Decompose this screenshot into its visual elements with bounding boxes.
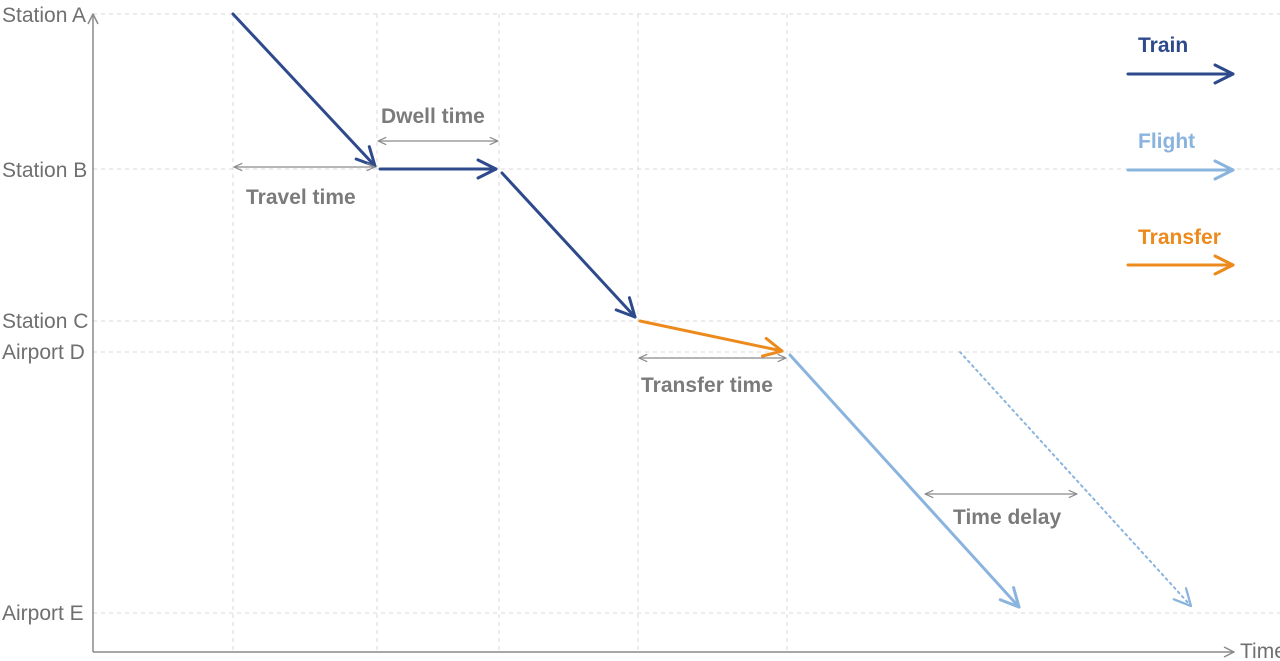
label-station-a: Station A [2, 4, 86, 27]
transfer-time-label: Transfer time [641, 374, 773, 397]
dwell-time-label: Dwell time [381, 105, 485, 128]
x-axis-label: Time [1240, 640, 1280, 661]
train-segment-b-c [500, 171, 637, 319]
train-path [231, 12, 637, 319]
transfer-segment-c-d [638, 319, 784, 358]
train-segment-a-b [231, 12, 377, 168]
legend-transfer-label: Transfer [1138, 226, 1221, 249]
time-delay-label: Time delay [953, 506, 1061, 529]
label-airport-d: Airport D [2, 341, 85, 364]
label-station-b: Station B [2, 159, 87, 182]
label-airport-e: Airport E [2, 602, 84, 625]
flight-segment-delayed [959, 351, 1193, 608]
label-station-c: Station C [2, 310, 88, 333]
legend-train-label: Train [1138, 34, 1188, 57]
travel-time-label: Travel time [246, 186, 356, 209]
grid-vertical [232, 14, 788, 650]
legend-flight-label: Flight [1138, 130, 1195, 153]
flight-segment-d-e [788, 353, 1021, 609]
legend: Train Flight Transfer [1126, 34, 1235, 276]
grid-horizontal [93, 13, 1280, 614]
